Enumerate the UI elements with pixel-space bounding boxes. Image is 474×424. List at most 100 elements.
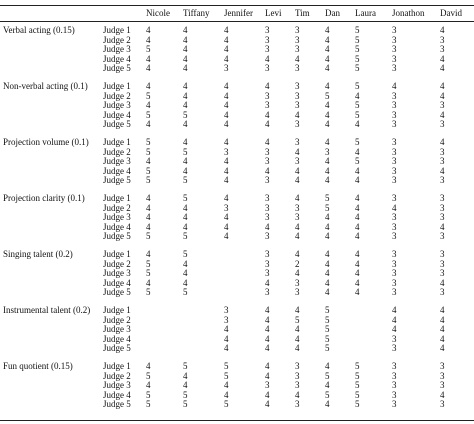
rating-cell: 3: [295, 81, 300, 91]
rating-cell: 3: [440, 119, 445, 129]
rating-cell: 4: [325, 268, 330, 278]
rating-cell: 5: [355, 389, 360, 400]
rating-cell: 3: [392, 389, 397, 400]
rating-cell: 4: [265, 109, 270, 120]
rating-cell: 4: [325, 53, 330, 64]
judge-label: Judge 5: [103, 231, 131, 241]
rating-cell: 4: [146, 81, 151, 91]
rating-cell: 4: [183, 258, 188, 269]
rating-cell: 5: [146, 287, 151, 297]
rating-cell: 5: [325, 305, 330, 315]
rating-cell: 4: [325, 165, 330, 176]
rating-cell: 3: [392, 175, 397, 185]
column-header: Jonathon: [392, 8, 425, 18]
rating-cell: 5: [146, 370, 151, 381]
rating-cell: 3: [392, 109, 397, 120]
judge-label: Judge 2: [103, 34, 131, 45]
rating-cell: 3: [295, 380, 300, 390]
rating-cell: 4: [355, 212, 360, 222]
judge-label: Judge 2: [103, 90, 131, 101]
rating-cell: 4: [224, 175, 229, 185]
rating-cell: 5: [355, 53, 360, 64]
rating-cell: 5: [355, 109, 360, 120]
rating-cell: 3: [265, 44, 270, 54]
rating-cell: 4: [146, 361, 151, 371]
top-rule: [0, 5, 474, 6]
rating-cell: 5: [355, 399, 360, 409]
rating-cell: 4: [183, 212, 188, 222]
rating-cell: 4: [325, 399, 330, 409]
rating-cell: 4: [440, 277, 445, 288]
rating-cell: 3: [392, 156, 397, 166]
rating-cell: 4: [295, 324, 300, 334]
criterion-label: Fun quotient (0.15): [3, 361, 73, 371]
rating-cell: 4: [355, 90, 360, 101]
rating-cell: 3: [224, 146, 229, 157]
judge-label: Judge 3: [103, 380, 131, 390]
judge-label: Judge 4: [103, 221, 131, 232]
rating-cell: 3: [392, 63, 397, 73]
rating-cell: 5: [325, 202, 330, 213]
rating-cell: 4: [325, 100, 330, 110]
rating-cell: 4: [355, 165, 360, 176]
rating-cell: 5: [183, 175, 188, 185]
rating-cell: 4: [355, 146, 360, 157]
rating-cell: 4: [183, 44, 188, 54]
rating-cell: 3: [265, 34, 270, 45]
rating-cell: 4: [265, 333, 270, 344]
rating-cell: 4: [265, 324, 270, 334]
judge-label: Judge 4: [103, 109, 131, 120]
rating-cell: 3: [440, 361, 445, 371]
rating-cell: 5: [183, 389, 188, 400]
rating-cell: 4: [355, 268, 360, 278]
rating-cell: 4: [146, 53, 151, 64]
rating-cell: 4: [325, 137, 330, 147]
rating-cell: 3: [265, 287, 270, 297]
rating-cell: 5: [355, 380, 360, 390]
rating-cell: 4: [146, 100, 151, 110]
rating-cell: 3: [440, 399, 445, 409]
rating-cell: 4: [146, 119, 151, 129]
rating-cell: 4: [440, 63, 445, 73]
rating-cell: 4: [295, 268, 300, 278]
rating-cell: 4: [183, 100, 188, 110]
rating-cell: 4: [295, 146, 300, 157]
rating-cell: 3: [265, 156, 270, 166]
rating-cell: 5: [146, 109, 151, 120]
rating-cell: 4: [224, 100, 229, 110]
criterion-label: Singing talent (0.2): [3, 249, 73, 259]
rating-cell: 4: [183, 277, 188, 288]
rating-cell: 4: [224, 109, 229, 120]
rating-cell: 4: [325, 212, 330, 222]
rating-cell: 4: [325, 249, 330, 259]
criterion-label: Projection volume (0.1): [3, 137, 89, 147]
rating-cell: 4: [183, 221, 188, 232]
judge-label: Judge 1: [103, 305, 131, 315]
rating-cell: 3: [392, 100, 397, 110]
judge-label: Judge 5: [103, 399, 131, 409]
rating-cell: 3: [392, 287, 397, 297]
criterion-label: Verbal acting (0.15): [3, 25, 75, 35]
rating-cell: 3: [392, 277, 397, 288]
rating-cell: 4: [295, 109, 300, 120]
rating-cell: 4: [146, 277, 151, 288]
rating-cell: 4: [325, 25, 330, 35]
rating-cell: 5: [355, 137, 360, 147]
rating-cell: 3: [392, 165, 397, 176]
rating-cell: 5: [146, 165, 151, 176]
rating-cell: 5: [183, 399, 188, 409]
header-rule: [0, 21, 474, 22]
judge-label: Judge 5: [103, 287, 131, 297]
rating-cell: 5: [355, 25, 360, 35]
rating-cell: 5: [355, 361, 360, 371]
judge-label: Judge 5: [103, 119, 131, 129]
column-header: Tim: [295, 8, 310, 18]
rating-cell: 3: [392, 193, 397, 203]
rating-cell: 4: [325, 221, 330, 232]
rating-cell: 3: [392, 343, 397, 353]
rating-cell: 4: [146, 202, 151, 213]
rating-cell: 3: [265, 202, 270, 213]
rating-cell: 4: [325, 44, 330, 54]
rating-cell: 4: [440, 25, 445, 35]
rating-cell: 5: [183, 287, 188, 297]
